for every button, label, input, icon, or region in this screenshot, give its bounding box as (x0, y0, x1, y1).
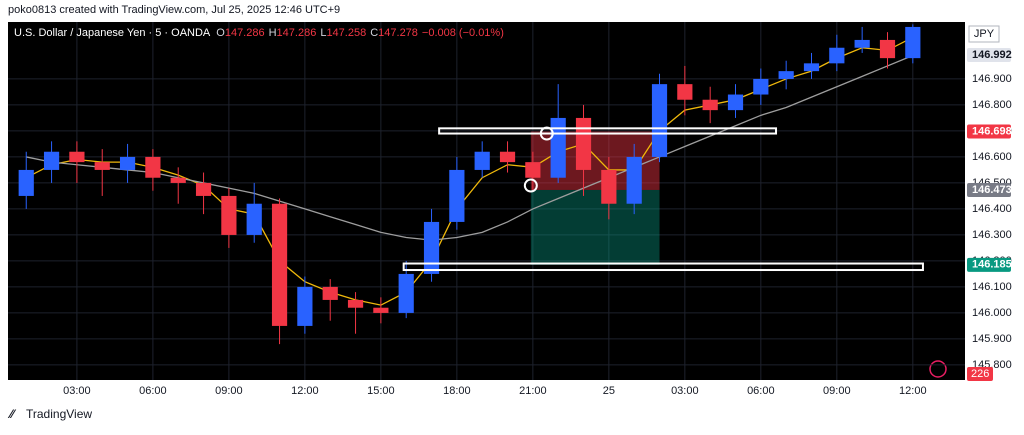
x-tick-label: 03:00 (63, 385, 91, 397)
x-tick-label: 18:00 (443, 385, 471, 397)
footer-brand: TradingView (26, 407, 92, 421)
price-label-box (967, 124, 1011, 139)
y-tick-label: 146.800 (972, 99, 1012, 111)
level-box (438, 127, 778, 135)
candle-body (829, 47, 845, 64)
marker-circle (523, 178, 538, 193)
candle-body (322, 286, 338, 300)
candle-body (626, 156, 642, 204)
candle-body (271, 203, 288, 326)
candle-body (499, 151, 516, 163)
volume-label-box (967, 367, 993, 381)
candle-body (550, 117, 566, 178)
candle-body (677, 84, 693, 100)
quote-value: 147.278 (378, 27, 418, 39)
candle-body (575, 117, 592, 170)
quote-value: 147.286 (225, 27, 265, 39)
x-tick-label: 21:00 (519, 385, 547, 397)
chart-area (8, 22, 965, 380)
price-label: 146.185 (972, 259, 1012, 271)
quote-key: L (320, 27, 326, 39)
y-tick-label: 146.000 (972, 307, 1012, 319)
quote-key: C (370, 27, 378, 39)
candle-body (69, 151, 85, 163)
x-tick-label: 06:00 (139, 385, 167, 397)
price-label-box (967, 48, 1011, 63)
quote-key: O (216, 27, 225, 39)
quote-key: H (269, 27, 277, 39)
quote-value: 147.286 (277, 27, 317, 39)
x-tick-label: 15:00 (367, 385, 395, 397)
candle-body (347, 299, 364, 308)
candle-body (879, 39, 896, 59)
candle-body (449, 169, 465, 222)
candle-body (702, 99, 718, 111)
price-label: 146.698 (972, 125, 1012, 137)
moving-average (26, 54, 914, 241)
y-tick-label: 146.300 (972, 229, 1012, 241)
candle-body (43, 151, 60, 170)
x-tick-label: 03:00 (671, 385, 699, 397)
price-label: 146.992 (972, 49, 1012, 61)
y-tick-label: 146.400 (972, 203, 1012, 215)
symbol-legend: U.S. Dollar / Japanese Yen · 5 · OANDA O1… (14, 27, 504, 39)
currency: JPY (974, 28, 995, 40)
candle-body (778, 71, 794, 79)
x-tick-label: 12:00 (899, 385, 927, 397)
candle-body (525, 162, 541, 178)
candle-body (905, 26, 921, 59)
x-tick-label: 25 (603, 385, 615, 397)
candle-body (170, 177, 186, 183)
candle-body (601, 169, 617, 204)
candle-body (398, 273, 414, 313)
footer-logo: ⁄⁄ (7, 407, 17, 421)
credit: poko0813 created with TradingView.com, J… (8, 4, 340, 16)
candle-body (474, 151, 490, 170)
candle-body (727, 94, 744, 111)
symbol-title: U.S. Dollar / Japanese Yen · 5 · OANDA (14, 27, 211, 39)
y-tick-label: 145.900 (972, 333, 1012, 345)
candle-body (854, 39, 870, 48)
quote-value: 147.258 (326, 27, 366, 39)
candle-body (18, 169, 34, 196)
x-tick-label: 12:00 (291, 385, 319, 397)
x-tick-label: 06:00 (747, 385, 775, 397)
candle-body (753, 78, 769, 95)
price-label: 146.473 (972, 184, 1012, 196)
level-box (402, 262, 924, 272)
x-tick-label: 09:00 (823, 385, 851, 397)
candle-body (119, 156, 136, 170)
volume-label: 226 (971, 368, 989, 380)
candle-body (651, 84, 668, 157)
y-tick-label: 146.600 (972, 151, 1012, 163)
price-label-box (967, 182, 1011, 197)
alert-icon[interactable] (929, 360, 947, 378)
x-tick-label: 09:00 (215, 385, 243, 397)
candle-body (145, 156, 161, 178)
candle-body (423, 221, 440, 274)
candle-body (297, 286, 313, 326)
candle-body (195, 182, 212, 196)
y-tick-label: 146.100 (972, 281, 1012, 293)
quote-change: −0.008 (−0.01%) (422, 27, 504, 39)
candle-body (373, 307, 389, 313)
candle-body (803, 63, 820, 72)
candle-body (94, 162, 110, 170)
marker-circle (539, 126, 554, 141)
currency-box (968, 25, 1000, 43)
candle-body (246, 203, 262, 235)
price-label-box (967, 257, 1011, 272)
candle-body (221, 195, 237, 235)
y-tick-label: 146.900 (972, 73, 1012, 85)
